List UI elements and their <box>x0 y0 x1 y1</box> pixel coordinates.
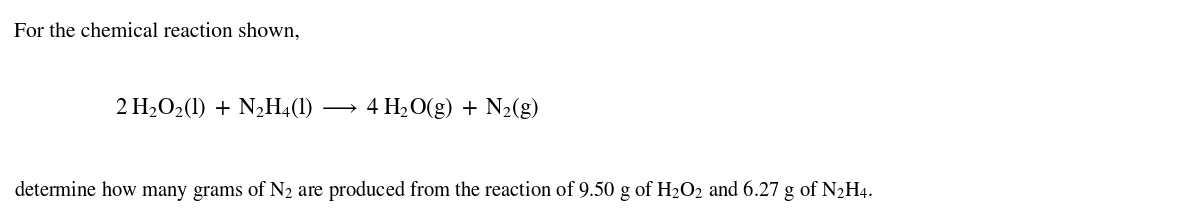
Text: determine how many grams of N$_2$ are produced from the reaction of 9.50 g of H$: determine how many grams of N$_2$ are pr… <box>14 178 874 203</box>
Text: For the chemical reaction shown,: For the chemical reaction shown, <box>14 22 300 42</box>
Text: $\mathregular{2\ H_2O_2(l)\ +\ N_2H_4(l)\ \longrightarrow\ 4\ H_2O(g)\ +\ N_2(g): $\mathregular{2\ H_2O_2(l)\ +\ N_2H_4(l)… <box>115 95 539 121</box>
